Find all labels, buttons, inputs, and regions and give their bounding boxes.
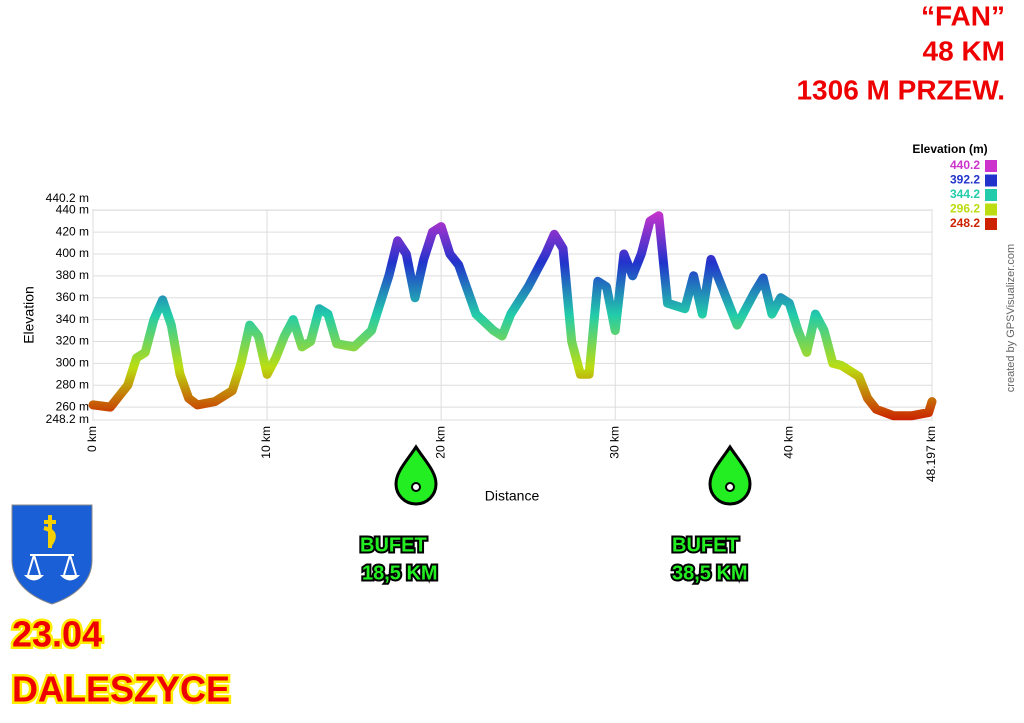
legend-label: 392.2 (950, 173, 980, 187)
legend-swatch (985, 203, 997, 216)
x-tick-label: 0 km (85, 426, 99, 452)
legend-label: 296.2 (950, 202, 980, 216)
legend-swatch (985, 174, 997, 187)
buffet-icon (708, 444, 752, 506)
buffet-icon (394, 444, 438, 506)
y-tick-label: 248.2 m (46, 412, 89, 426)
y-tick-label: 300 m (56, 356, 89, 370)
x-tick-label: 10 km (259, 426, 273, 459)
header-line: 48 KM (923, 35, 1005, 66)
y-tick-label: 440 m (56, 202, 89, 216)
legend-swatch (985, 218, 997, 230)
annotation: 38,5 KM (672, 562, 748, 584)
annotation: 18,5 KM (362, 562, 438, 584)
y-tick-label: 280 m (56, 377, 89, 391)
credit: created by GPSVisualizer.com (1005, 244, 1017, 392)
annotation: BUFET (360, 534, 427, 556)
coat-of-arms (11, 504, 93, 605)
y-tick-label: 260 m (56, 399, 89, 413)
header-line: “FAN” (921, 0, 1005, 31)
y-tick-label: 420 m (56, 224, 89, 238)
y-tick-label: 340 m (56, 312, 89, 326)
x-tick-label: 20 km (433, 426, 447, 459)
y-tick-label: 440.2 m (46, 191, 89, 205)
annotation: BUFET (672, 534, 739, 556)
y-tick-label: 380 m (56, 268, 89, 282)
legend-label: 248.2 (950, 216, 980, 230)
legend-swatch (985, 189, 997, 201)
y-axis-label: Elevation (21, 286, 37, 344)
x-tick-label: 40 km (781, 426, 795, 459)
legend-label: 440.2 (950, 158, 980, 172)
place: DALESZYCE (12, 669, 230, 710)
x-tick-label: 48.197 km (924, 426, 938, 482)
x-axis-label: Distance (485, 488, 540, 504)
legend-title: Elevation (m) (912, 142, 987, 156)
x-tick-label: 30 km (607, 426, 621, 459)
date: 23.04 (12, 614, 102, 655)
elevation-line (88, 211, 937, 421)
y-tick-label: 400 m (56, 246, 89, 260)
y-tick-label: 320 m (56, 334, 89, 348)
legend-label: 344.2 (950, 187, 980, 201)
y-tick-label: 360 m (56, 290, 89, 304)
header-line: 1306 M PRZEW. (796, 74, 1005, 105)
legend-swatch (985, 160, 997, 172)
